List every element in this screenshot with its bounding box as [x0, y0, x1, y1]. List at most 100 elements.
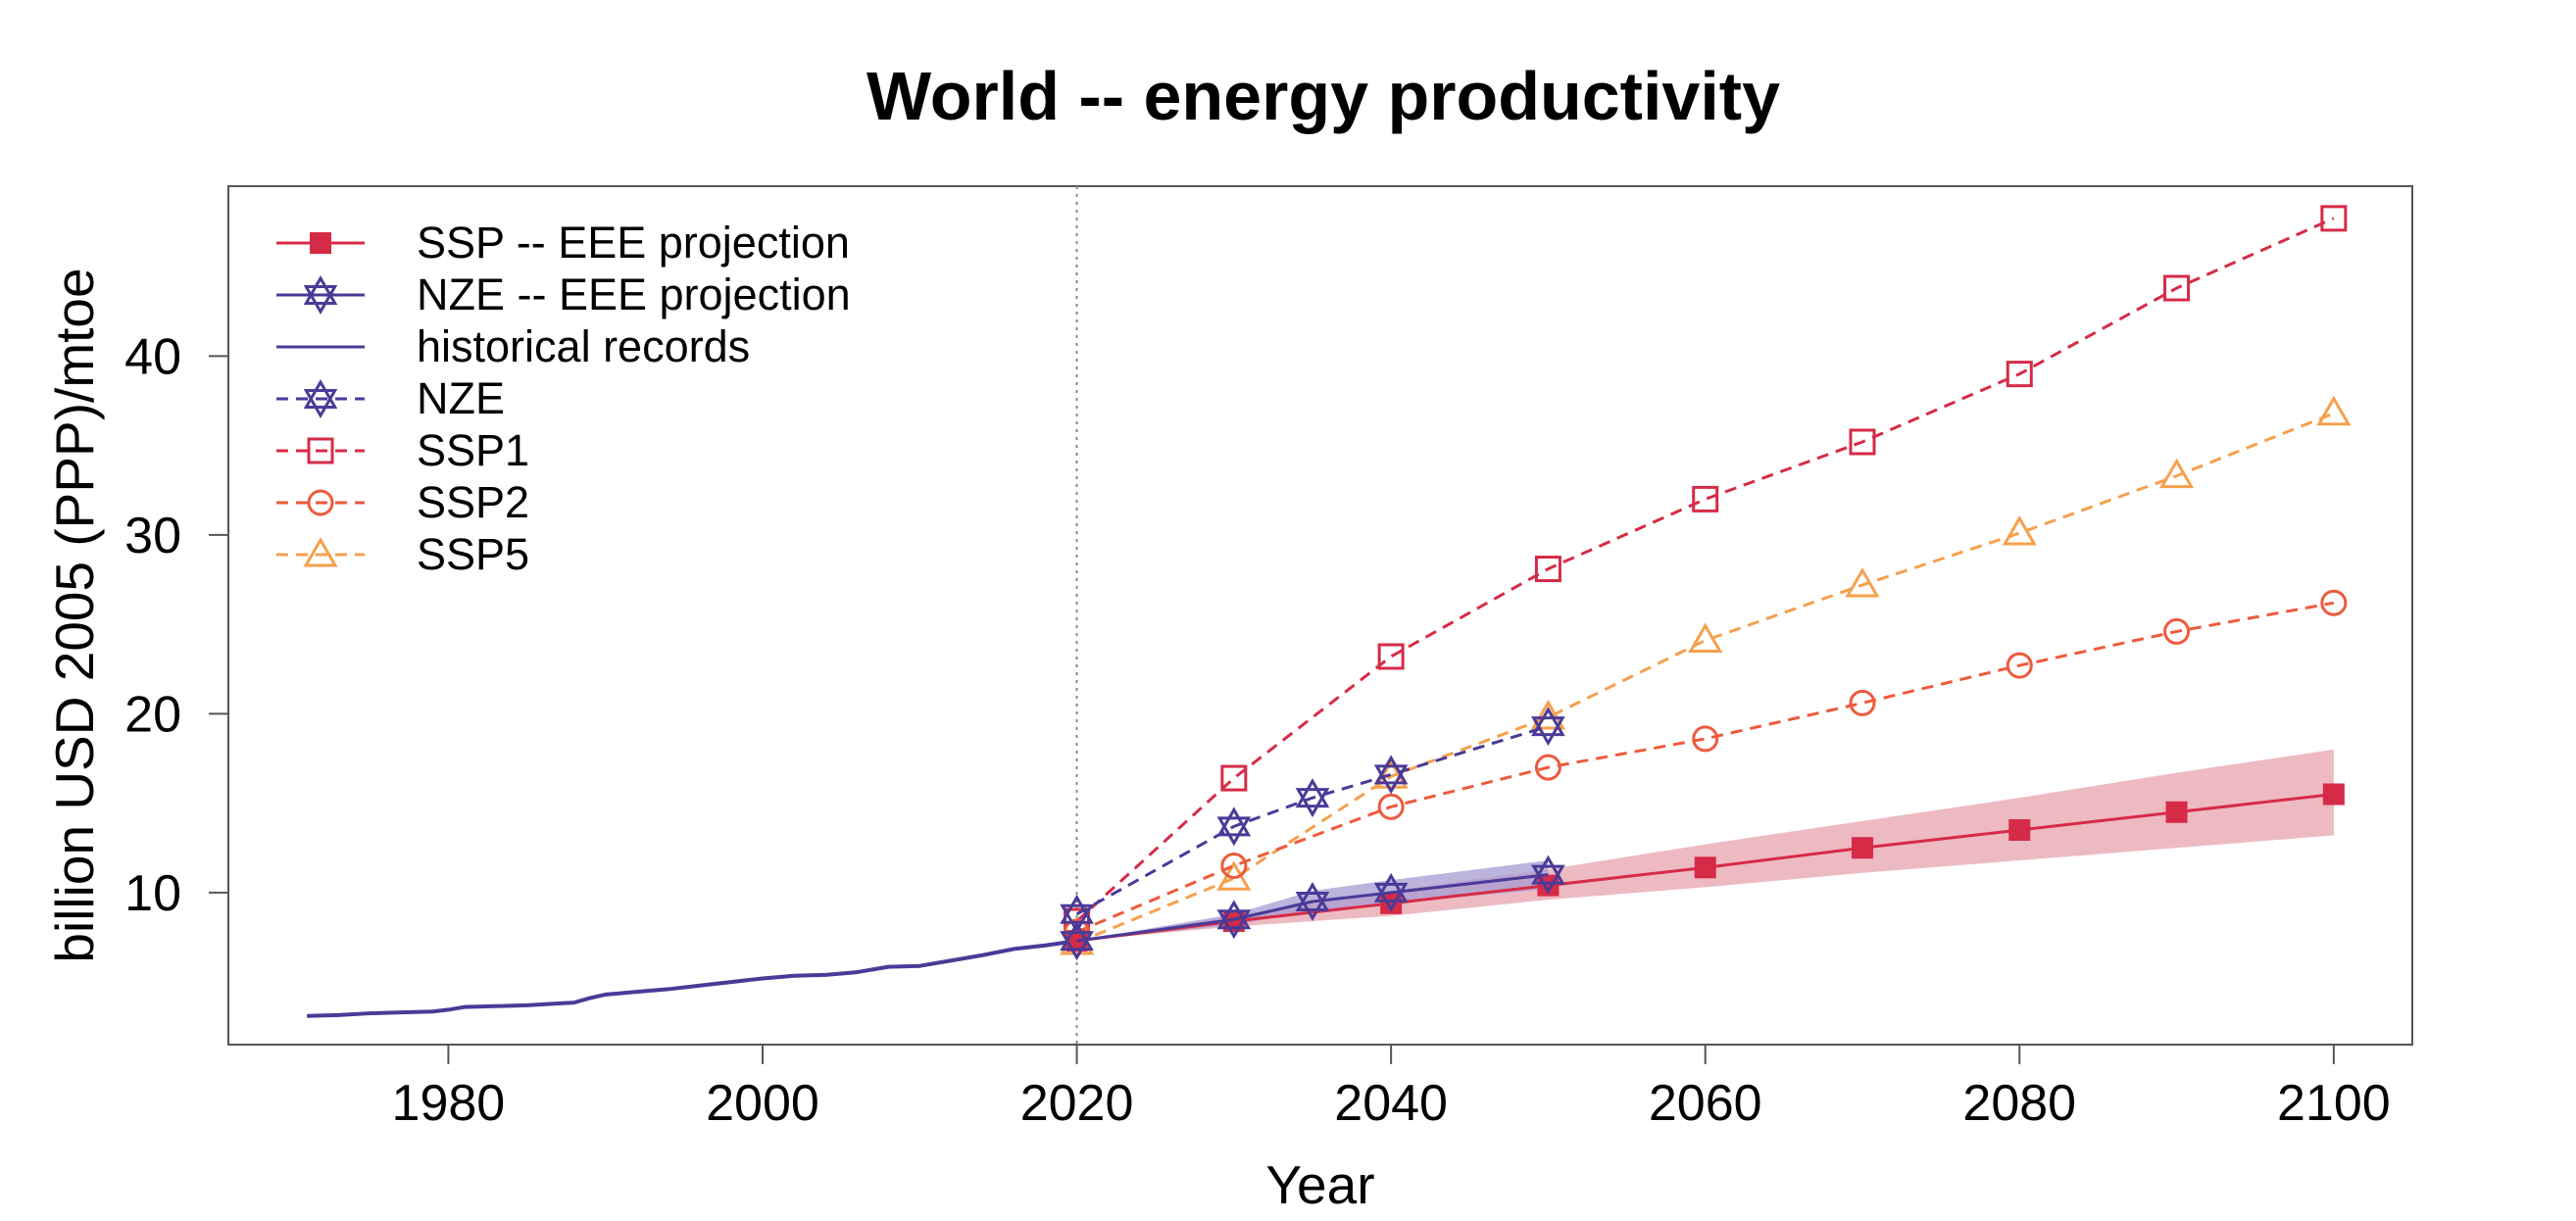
nze_eee-point-up: [1060, 921, 1094, 952]
y-tick-label: 40: [124, 328, 181, 385]
x-tick-label: 2100: [2277, 1075, 2391, 1132]
nze-point-down: [1060, 904, 1094, 934]
nze_eee-series: [1060, 855, 1565, 961]
nze_eee-line: [1076, 873, 1549, 943]
x-tick-label: 2000: [706, 1075, 819, 1132]
nze-point: [1216, 806, 1252, 847]
nze-point-up: [1373, 755, 1409, 785]
ssp2-line: [1075, 601, 2335, 934]
axes: 1980 2000 2020 2040 2060 2080 2100 10 20 30 40: [124, 328, 2391, 1132]
ssp5-point: [1845, 566, 1880, 598]
ssp_eee-series: [1065, 783, 2345, 952]
legend-item-nze_eee: NZE -- EEE projection: [276, 269, 851, 319]
legend-label: historical records: [417, 321, 750, 371]
nze_eee-point-down: [1216, 909, 1252, 940]
ssp1-point: [1377, 643, 1405, 670]
legend-label: SSP -- EEE projection: [417, 218, 850, 268]
nze-series: [1060, 707, 1565, 934]
ssp_eee-point: [2008, 819, 2031, 841]
legend-item-nze: NZE: [276, 373, 505, 423]
y-axis-label: billion USD 2005 (PPP)/mtoe: [44, 268, 105, 962]
legend-item-historical: historical records: [276, 321, 750, 371]
y-tick-label: 30: [124, 508, 181, 564]
nze_eee-point-up: [1216, 900, 1252, 930]
y-tick-label: 20: [124, 686, 181, 743]
nze-point: [1373, 755, 1409, 795]
ssp_eee-point: [1851, 837, 1873, 859]
nze-point-down: [1373, 764, 1409, 795]
ssp1-point: [2163, 274, 2191, 302]
nze-point: [1531, 707, 1565, 747]
legend-item-ssp2: SSP2: [276, 477, 529, 527]
nze_eee-point: [1216, 900, 1252, 940]
ssp5-point: [1688, 622, 1723, 654]
ssp_eee-point: [2322, 783, 2345, 806]
nze-point: [1295, 778, 1330, 818]
nze_eee-point-up: [1531, 855, 1565, 885]
nze_eee-point: [1373, 872, 1409, 912]
nze_eee-point-up: [1295, 881, 1330, 911]
nze_eee-point: [1295, 881, 1330, 922]
ssp2-point: [1377, 793, 1405, 820]
legend-marker-icon: [310, 232, 331, 254]
legend-marker-icon: [303, 536, 338, 567]
nze-point-up: [1216, 806, 1252, 837]
y-tick-label: 10: [124, 865, 181, 922]
legend-item-ssp1: SSP1: [276, 425, 529, 475]
nze_eee-point-down: [1373, 882, 1409, 912]
nze_eee-point: [1531, 855, 1565, 895]
chart-title: World -- energy productivity: [867, 58, 1780, 134]
ssp2-point: [2006, 652, 2033, 679]
historical-series: [307, 939, 1077, 1018]
legend-item-ssp5: SSP5: [276, 529, 529, 579]
nze_eee-point: [1060, 921, 1094, 961]
ssp1-point: [1849, 428, 1876, 456]
nze-point-up: [1295, 778, 1330, 808]
historical-line: [307, 939, 1077, 1018]
legend-label: SSP2: [417, 477, 529, 527]
legend-marker-icon-up: [303, 378, 338, 409]
legend-marker-icon-down: [303, 389, 338, 419]
ssp5-point: [2316, 395, 2352, 426]
x-tick-label: 2020: [1020, 1075, 1134, 1132]
ssp1-series: [1064, 205, 2348, 935]
nze_eee-point-down: [1531, 864, 1565, 895]
series-group: [307, 205, 2352, 1018]
ssp5-point: [2002, 515, 2037, 546]
legend-marker-icon: [303, 378, 338, 419]
legend-marker-icon: [307, 489, 334, 516]
legend-label: NZE -- EEE projection: [417, 269, 851, 319]
ssp5-point: [2158, 458, 2195, 489]
legend-label: SSP1: [417, 425, 529, 475]
plot-frame: [227, 185, 2413, 1046]
legend-marker-icon-up: [303, 274, 338, 305]
x-tick-label: 2060: [1649, 1075, 1762, 1132]
ssp2-series: [1064, 589, 2348, 946]
nze_eee-point-up: [1373, 872, 1409, 903]
x-tick-label: 2080: [1962, 1075, 2076, 1132]
ssp2-point: [2163, 617, 2191, 645]
nze-line: [1075, 724, 1549, 916]
nze-point-up: [1531, 707, 1565, 737]
nze-point-down: [1531, 716, 1565, 747]
ssp_eee-point: [1694, 856, 1716, 879]
ssp2-point: [1692, 725, 1719, 753]
legend-marker-icon-down: [303, 285, 338, 316]
x-axis-label: Year: [1265, 1154, 1374, 1215]
legend-marker-icon: [307, 437, 334, 464]
ssp1-point: [2006, 361, 2033, 388]
x-tick-label: 2040: [1334, 1075, 1448, 1132]
ssp1-point: [2320, 205, 2348, 232]
ssp5-point: [1373, 758, 1409, 789]
legend-label: NZE: [417, 373, 505, 423]
ssp2-point: [2320, 589, 2348, 616]
nze_eee-point-down: [1060, 931, 1094, 961]
ssp2-point: [1534, 754, 1561, 781]
legend-marker-icon: [303, 274, 338, 316]
ssp1-point: [1692, 485, 1719, 513]
ssp1-point: [1220, 764, 1248, 792]
ssp1-point: [1534, 556, 1561, 583]
ssp2-point: [1220, 853, 1248, 879]
